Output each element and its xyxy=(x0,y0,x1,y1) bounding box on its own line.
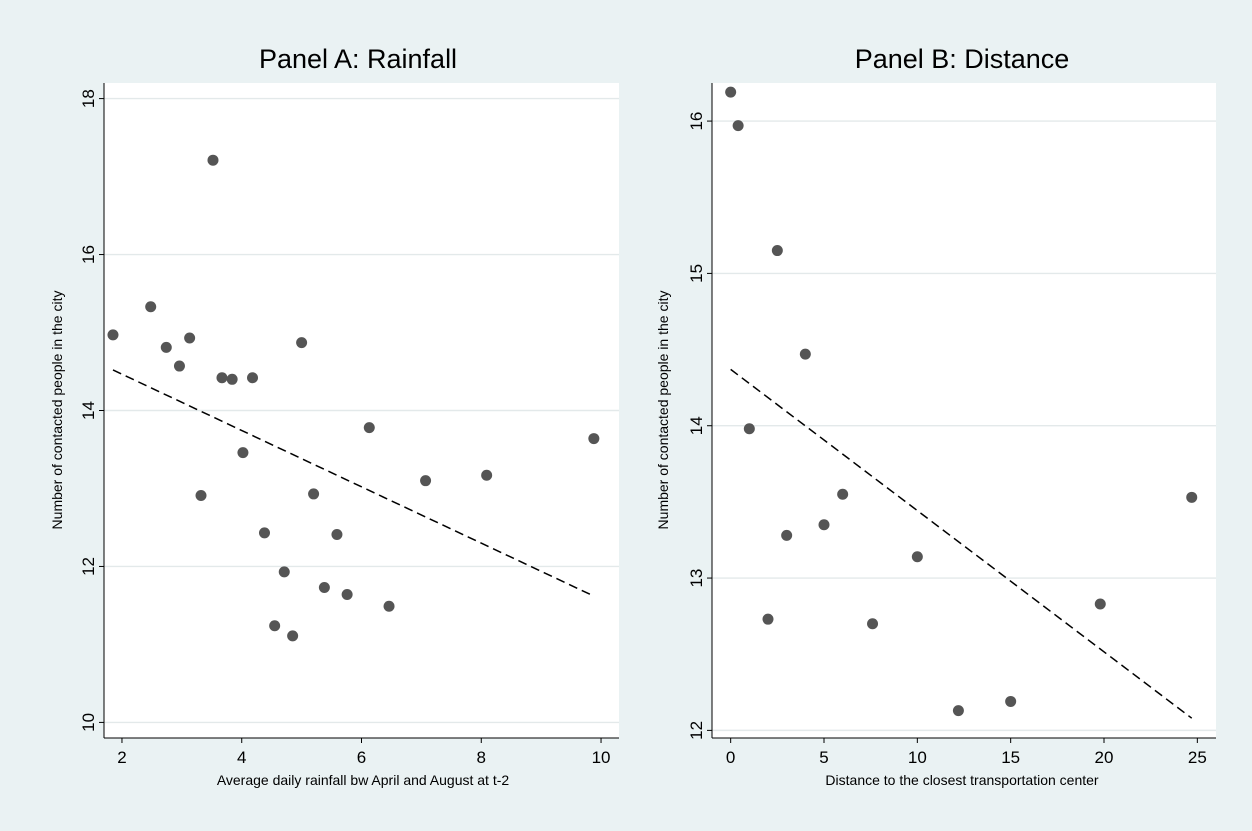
panel-b-x-tick-label: 20 xyxy=(1095,748,1114,767)
panel-a-x-tick-label: 4 xyxy=(237,748,246,767)
panel-a-x-tick-label: 6 xyxy=(357,748,366,767)
panel-a-data-point xyxy=(226,373,238,385)
panel-b-y-tick-label: 15 xyxy=(687,264,706,283)
panel-a-data-point xyxy=(258,527,270,539)
panel-b-data-point xyxy=(799,348,811,360)
panel-b-data-point xyxy=(911,551,923,563)
panel-b-data-point xyxy=(867,618,879,630)
panel-a-data-point xyxy=(173,360,185,372)
panel-b-x-tick-label: 5 xyxy=(819,748,828,767)
panel-a-x-tick-label: 2 xyxy=(117,748,126,767)
panel-a-points xyxy=(107,154,600,642)
panel-b-points xyxy=(725,86,1198,717)
panel-a-data-point xyxy=(160,341,172,353)
panel-b-data-point xyxy=(781,529,793,541)
panel-a-data-point xyxy=(318,582,330,594)
panel-a-data-point xyxy=(363,422,375,434)
panel-b-data-point xyxy=(762,613,774,625)
panel-b-y-axis-label: Number of contacted people in the city xyxy=(655,291,671,530)
panel-b-data-point xyxy=(725,86,737,98)
panel-b-data-point xyxy=(1005,695,1017,707)
panel-a-data-point xyxy=(216,372,228,384)
panel-b: 12 13 14 15 16 0 5 10 15 20 25 Panel B: Distance D… xyxy=(655,44,1216,788)
panel-b-x-tick-label: 25 xyxy=(1188,748,1207,767)
panel-b-y-tick-label: 12 xyxy=(687,721,706,740)
panel-a-data-point xyxy=(195,489,207,501)
panel-b-y-tick-label: 14 xyxy=(687,416,706,435)
panel-a-fit-line xyxy=(112,369,595,597)
panel-b-gridlines xyxy=(712,120,1216,732)
panel-a-data-point xyxy=(269,620,281,632)
panel-b-data-point xyxy=(818,519,830,531)
panel-a-y-tick-label: 12 xyxy=(79,557,98,576)
panel-a-data-point xyxy=(296,337,308,349)
panel-a-ticks: 10 12 14 16 18 2 4 6 8 10 xyxy=(79,89,610,767)
panel-a-data-point xyxy=(247,372,259,384)
panel-a-y-tick-label: 10 xyxy=(79,713,98,732)
panel-a-data-point xyxy=(588,433,600,445)
panel-a-data-point xyxy=(237,447,249,459)
panel-a-y-axis-label: Number of contacted people in the city xyxy=(49,291,65,530)
panel-b-x-tick-label: 15 xyxy=(1001,748,1020,767)
panel-a-data-point xyxy=(331,528,343,540)
panel-b-fit-line xyxy=(730,368,1193,719)
panel-b-data-point xyxy=(837,488,849,500)
panel-a: 10 12 14 16 18 2 4 6 8 10 Panel A: Rainfall Avera… xyxy=(49,44,619,788)
panel-a-data-point xyxy=(207,154,219,166)
panel-a-data-point xyxy=(308,488,320,500)
panel-b-x-tick-label: 10 xyxy=(908,748,927,767)
panel-a-gridlines xyxy=(104,97,619,724)
panel-a-data-point xyxy=(287,630,299,642)
panel-a-data-point xyxy=(145,301,157,313)
panel-b-y-tick-label: 13 xyxy=(687,569,706,588)
panel-a-data-point xyxy=(420,475,432,487)
panel-b-y-tick-label: 16 xyxy=(687,112,706,131)
panel-a-x-tick-label: 8 xyxy=(477,748,486,767)
panel-a-y-tick-label: 18 xyxy=(79,89,98,108)
panel-b-data-point xyxy=(1186,491,1198,503)
panel-b-data-point xyxy=(1094,598,1106,610)
panel-a-data-point xyxy=(107,329,119,341)
panel-b-title: Panel B: Distance xyxy=(855,44,1070,74)
panel-b-data-point xyxy=(743,423,755,435)
panel-a-title: Panel A: Rainfall xyxy=(259,44,457,74)
panel-b-data-point xyxy=(771,245,783,257)
panel-a-data-point xyxy=(481,469,493,481)
panel-b-plot-area xyxy=(712,83,1216,738)
panel-a-y-tick-label: 16 xyxy=(79,245,98,264)
panel-a-y-tick-label: 14 xyxy=(79,401,98,420)
panel-a-data-point xyxy=(184,332,196,344)
panel-b-data-point xyxy=(952,705,964,717)
panel-a-x-axis-label: Average daily rainfall bw April and Augu… xyxy=(217,772,510,788)
panel-b-x-axis-label: Distance to the closest transportation c… xyxy=(825,772,1098,788)
panel-a-x-tick-label: 10 xyxy=(592,748,611,767)
panel-a-data-point xyxy=(341,589,353,601)
panel-a-data-point xyxy=(383,600,395,612)
panel-a-data-point xyxy=(278,566,290,578)
panel-b-x-tick-label: 0 xyxy=(726,748,735,767)
panel-b-data-point xyxy=(732,120,744,132)
panel-b-ticks: 12 13 14 15 16 0 5 10 15 20 25 xyxy=(687,112,1207,767)
